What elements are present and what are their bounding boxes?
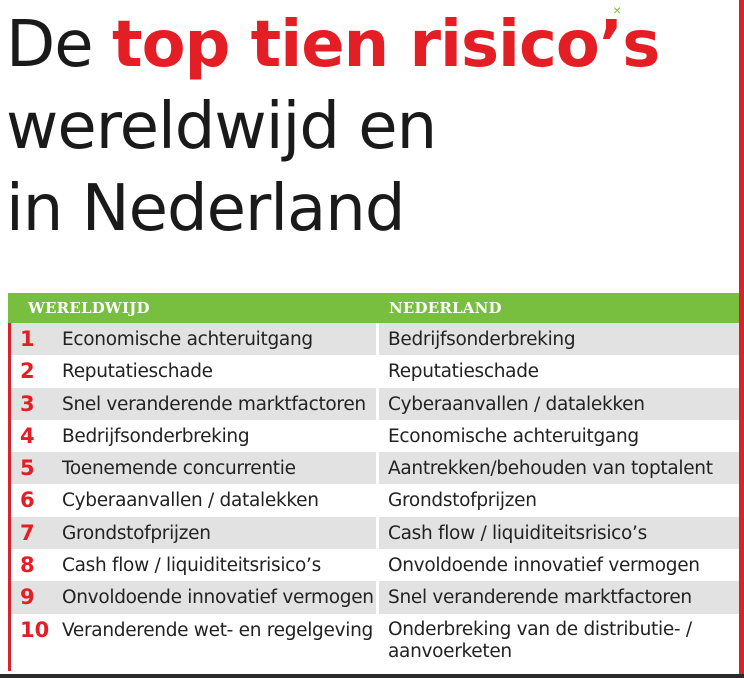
rank-number: 10 [20, 617, 50, 642]
risk-netherlands: Bedrijfsonderbreking [388, 329, 576, 350]
risk-netherlands: Cyberaanvallen / datalekken [388, 393, 645, 415]
table-row: 10 Veranderende wet- en regelgeving Onderb… [11, 614, 739, 670]
risk-world: Cyberaanvallen / datalekken [62, 490, 319, 512]
page-title: De top tien risico’s wereldwijd en in Ne… [6, 4, 736, 250]
risk-world: Snel veranderende marktfactoren [62, 393, 366, 415]
right-border [739, 0, 744, 678]
risk-netherlands: Reputatieschade [388, 361, 539, 383]
table-row: 4 Bedrijfsonderbreking Economische achteru… [11, 420, 739, 452]
table-row: 2 Reputatieschade Reputatieschade [11, 355, 739, 387]
cell-world: 3 Snel veranderende marktfactoren [11, 387, 376, 420]
risk-netherlands: Economische achteruitgang [388, 425, 639, 447]
risk-world: Bedrijfsonderbreking [62, 425, 250, 447]
cell-netherlands: Reputatieschade [379, 355, 739, 387]
title-line-1: De top tien risico’s [6, 4, 736, 86]
cell-netherlands: Cash flow / liquiditeitsrisico’s [379, 516, 739, 550]
close-icon[interactable]: × [613, 2, 622, 18]
table-row: 8 Cash flow / liquiditeitsrisico’s Onvoldo… [11, 549, 739, 581]
title-highlight: top tien risico’s [112, 8, 660, 82]
rank-number: 7 [20, 520, 35, 545]
cell-world: 5 Toenemende concurrentie [11, 452, 376, 485]
risk-netherlands: Aantrekken/behouden van toptalent [388, 458, 713, 480]
title-part1: De [6, 8, 112, 82]
risk-netherlands: Onvoldoende innovatief vermogen [388, 555, 700, 577]
cell-world: 7 Grondstofprijzen [11, 516, 376, 550]
rank-number: 6 [20, 488, 35, 513]
rank-number: 3 [20, 391, 35, 416]
risk-world: Veranderende wet- en regelgeving [62, 619, 373, 641]
table-body: 1 Economische achteruitgang Bedrijfsonderb… [11, 323, 739, 670]
risk-netherlands: Snel veranderende marktfactoren [388, 587, 692, 609]
rank-number: 9 [20, 585, 35, 610]
risk-world: Reputatieschade [62, 361, 213, 383]
rank-number: 1 [20, 327, 35, 351]
cell-world: 9 Onvoldoende innovatief vermogen [11, 581, 376, 614]
cell-netherlands: Cyberaanvallen / datalekken [379, 387, 739, 420]
cell-world: 4 Bedrijfsonderbreking [11, 420, 376, 452]
risk-world: Onvoldoende innovatief vermogen [62, 587, 374, 609]
cell-netherlands: Grondstofprijzen [379, 484, 739, 516]
risk-netherlands: Cash flow / liquiditeitsrisico’s [388, 522, 647, 544]
risk-world: Toenemende concurrentie [62, 458, 296, 480]
risk-world: Cash flow / liquiditeitsrisico’s [62, 555, 321, 577]
cell-netherlands: Economische achteruitgang [379, 420, 739, 452]
cell-world: 8 Cash flow / liquiditeitsrisico’s [11, 549, 376, 581]
table-row: 6 Cyberaanvallen / datalekken Grondstofpri… [11, 484, 739, 516]
table-row: 9 Onvoldoende innovatief vermogen Snel ver… [11, 581, 739, 614]
header-netherlands: NEDERLAND [389, 299, 502, 317]
title-line-2: wereldwijd en [6, 90, 437, 164]
table-row: 7 Grondstofprijzen Cash flow / liquiditeit… [11, 516, 739, 550]
table-header: WERELDWIJD NEDERLAND [8, 293, 739, 323]
table-row: 1 Economische achteruitgang Bedrijfsonderb… [11, 323, 739, 356]
rank-number: 5 [20, 456, 35, 481]
title-line-3: in Nederland [6, 172, 405, 246]
cell-world: 6 Cyberaanvallen / datalekken [11, 484, 376, 516]
risk-world: Grondstofprijzen [62, 522, 211, 544]
table-row: 3 Snel veranderende marktfactoren Cyberaan… [11, 387, 739, 420]
cell-world: 10 Veranderende wet- en regelgeving [11, 614, 376, 670]
rank-number: 4 [20, 423, 35, 448]
risk-world: Economische achteruitgang [62, 329, 313, 350]
rank-number: 8 [20, 553, 35, 578]
bottom-border [0, 674, 744, 678]
header-world: WERELDWIJD [28, 299, 150, 317]
cell-netherlands: Onvoldoende innovatief vermogen [379, 549, 739, 581]
cell-netherlands: Snel veranderende marktfactoren [379, 581, 739, 614]
rank-number: 2 [20, 359, 35, 384]
cell-world: 1 Economische achteruitgang [11, 323, 376, 356]
risk-table: WERELDWIJD NEDERLAND 1 Economische achter… [8, 293, 739, 671]
cell-netherlands: Bedrijfsonderbreking [379, 323, 739, 356]
risk-netherlands: Grondstofprijzen [388, 490, 537, 512]
cell-netherlands: Aantrekken/behouden van toptalent [379, 452, 739, 485]
table-row: 5 Toenemende concurrentie Aantrekken/behou… [11, 452, 739, 485]
risk-netherlands: Onderbreking van de distributie- / aanvo… [388, 618, 692, 662]
cell-netherlands: Onderbreking van de distributie- / aanvo… [379, 614, 739, 670]
cell-world: 2 Reputatieschade [11, 355, 376, 387]
